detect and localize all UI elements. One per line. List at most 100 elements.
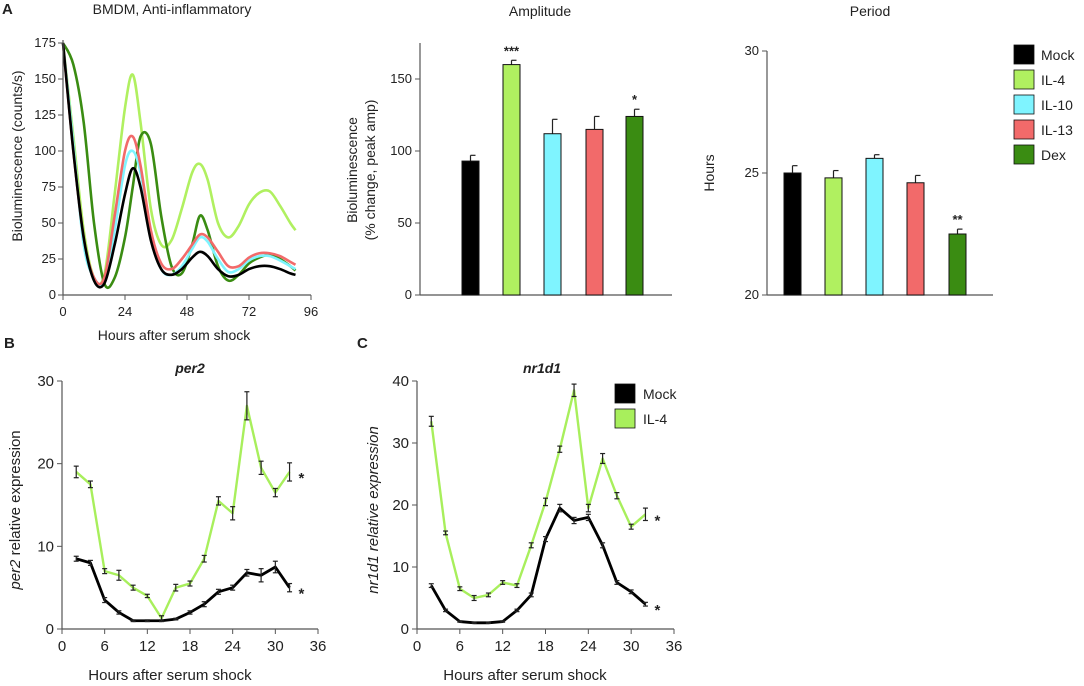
p2-body-sig-il-4: * <box>299 470 305 487</box>
legend-c-label-il-4: IL-4 <box>643 411 667 427</box>
p2-body-series-il-4 <box>75 404 291 620</box>
nr-body-x-tick-label: 0 <box>413 638 421 655</box>
amp-body-sig-dex: * <box>632 92 638 107</box>
nr-body-x-tick-label: 30 <box>623 638 640 655</box>
legend-label-il-10: IL-10 <box>1041 97 1073 113</box>
legend-label-mock: Mock <box>1041 47 1075 63</box>
p2-body-x-tick-label: 36 <box>310 638 327 655</box>
per2-x-label: Hours after serum shock <box>88 667 252 684</box>
nr-body-y-tick-label: 20 <box>392 497 409 514</box>
nr-body-series-il-4 <box>430 389 647 600</box>
nr-body-y-tick-label: 40 <box>392 373 409 390</box>
bioluminescence-chart: BMDM, Anti-inflammatory 0 25 50 75 100 125 150… <box>9 1 318 343</box>
amp-title: Amplitude <box>509 3 571 19</box>
amp-body-y-tick-label: 50 <box>398 215 412 230</box>
per-body-y-tick-label: 25 <box>745 165 759 180</box>
p2-body-x-tick-label: 30 <box>267 638 284 655</box>
nr-body-x-tick-label: 36 <box>666 638 683 655</box>
per2-y-label: per2 relative expression <box>7 430 24 590</box>
nr-body-y-tick-label: 10 <box>392 559 409 576</box>
bio-title: BMDM, Anti-inflammatory <box>93 1 252 17</box>
nr-body-y-tick-label: 0 <box>401 621 409 638</box>
bio-x-tick-label: 72 <box>242 304 256 319</box>
nr-body-x-tick-label: 24 <box>580 638 597 655</box>
amp-body-sig-il-4: *** <box>504 43 520 58</box>
legend-swatch-mock <box>1013 44 1035 65</box>
per-body-bar-mock <box>783 172 802 296</box>
p2-body-y-tick-label: 20 <box>37 456 54 473</box>
p2-body-x-tick-label: 12 <box>139 638 156 655</box>
per-body-bar-il-10 <box>865 157 884 296</box>
p2-body-x-tick-label: 18 <box>182 638 199 655</box>
legend-swatch-dex <box>1013 144 1035 165</box>
legend-label-dex: Dex <box>1041 147 1066 163</box>
p2-body-series-mock <box>75 557 291 623</box>
legend-c: Mock IL-4 <box>614 383 677 429</box>
nr-body-sig-il-4: * <box>654 512 660 529</box>
nr-body-x-tick-label: 6 <box>456 638 464 655</box>
p2-body-x-tick-label: 24 <box>224 638 241 655</box>
per-body-bar-il-13 <box>906 182 925 296</box>
nr-body-x-tick-label: 18 <box>537 638 554 655</box>
per-body-y-tick-label: 20 <box>745 287 759 302</box>
period-chart: Period 20 25 30 ** Hours <box>701 3 993 302</box>
p2-body-x-tick-label: 6 <box>100 638 108 655</box>
legend-c-label-mock: Mock <box>643 386 677 402</box>
bio-y-tick-label: 75 <box>42 179 56 194</box>
nr-body-sig-mock: * <box>654 602 660 619</box>
amp-body-bar-il-10 <box>543 133 562 296</box>
per2-title: per2 <box>174 360 205 376</box>
bio-y-tick-label: 50 <box>42 215 56 230</box>
per-body-bar-il-4 <box>824 177 843 296</box>
nr1d1-title: nr1d1 <box>523 360 561 376</box>
panel-letter-b: B <box>4 335 15 352</box>
bio-series-mock <box>61 42 296 289</box>
bio-y-tick-label: 175 <box>34 35 56 50</box>
p2-body-x-tick-label: 0 <box>58 638 66 655</box>
bio-y-tick-label: 100 <box>34 143 56 158</box>
p2-body-y-tick-label: 0 <box>46 621 54 638</box>
legend-c-swatch-mock <box>614 383 636 404</box>
period-y-label: Hours <box>701 154 717 191</box>
nr1d1-chart: nr1d1 0 10 20 30 40 0 6 12 18 24 30 36 * * Hours afte… <box>365 360 682 684</box>
p2-body-sig-mock: * <box>299 586 305 603</box>
per2-y-label-gene: per2 <box>7 559 24 591</box>
bio-y-tick-label: 0 <box>49 287 56 302</box>
legend-swatch-il-10 <box>1013 94 1035 115</box>
bio-y-tick-label: 125 <box>34 107 56 122</box>
nr1d1-x-label: Hours after serum shock <box>443 667 607 684</box>
bio-y-tick-label: 25 <box>42 251 56 266</box>
nr1d1-y-label: nr1d1 relative expression <box>365 426 382 594</box>
amp-y-label-line2: (% change, peak amp) <box>362 100 378 241</box>
nr-body-x-tick-label: 12 <box>494 638 511 655</box>
p2-body-y-tick-label: 10 <box>37 538 54 555</box>
bio-x-label: Hours after serum shock <box>98 327 251 343</box>
amp-body-bar-mock <box>461 160 480 296</box>
p2-body-y-tick-label: 30 <box>37 373 54 390</box>
per2-y-label-rest: relative expression <box>7 430 24 559</box>
nr-body-series-mock <box>430 506 647 625</box>
amp-body-bar-il-4 <box>502 64 521 296</box>
bio-x-tick-label: 96 <box>304 304 318 319</box>
per-body-y-tick-label: 30 <box>745 43 759 58</box>
amp-body-y-tick-label: 150 <box>390 71 412 86</box>
amp-body-y-tick-label: 0 <box>405 287 412 302</box>
bio-series-dex <box>61 42 297 289</box>
per2-chart: per2 0 10 20 30 0 6 12 18 24 30 36 * * Hours after s… <box>7 360 326 684</box>
legend-c-swatch-il-4 <box>614 408 636 429</box>
bio-y-tick-label: 150 <box>34 71 56 86</box>
nr-body-y-tick-label: 30 <box>392 435 409 452</box>
amp-body-bar-dex <box>625 115 644 296</box>
bio-x-tick-label: 0 <box>59 304 66 319</box>
legend-swatch-il-4 <box>1013 69 1035 90</box>
legend-swatch-il-13 <box>1013 119 1035 140</box>
panel-letter-c: C <box>357 335 368 352</box>
period-title: Period <box>850 3 890 19</box>
legend-label-il-4: IL-4 <box>1041 72 1065 88</box>
per-body-bar-dex <box>948 233 967 296</box>
legend-top: Mock IL-4 IL-10 IL-13 Dex <box>1013 44 1075 165</box>
amp-y-label-line1: Bioluminescence <box>344 117 360 223</box>
amp-body-y-tick-label: 100 <box>390 143 412 158</box>
amp-body-bar-il-13 <box>585 128 604 296</box>
